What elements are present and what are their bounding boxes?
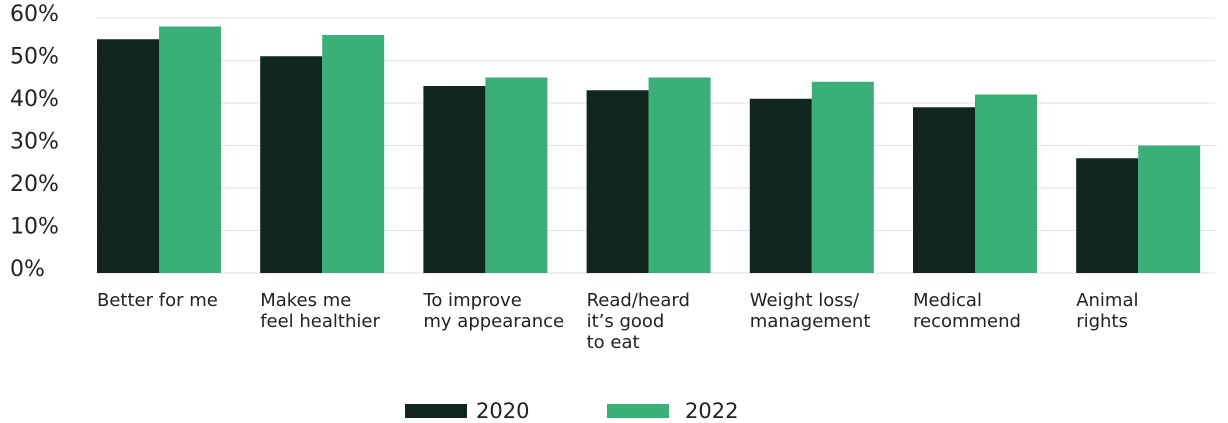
- bar: [485, 77, 548, 273]
- x-tick-label: Weight loss/management: [750, 290, 871, 332]
- bar: [648, 77, 711, 273]
- bar: [1138, 145, 1201, 273]
- bar: [811, 81, 874, 273]
- bar: [975, 94, 1037, 273]
- y-tick-label: 0%: [10, 257, 45, 282]
- y-tick-label: 50%: [10, 45, 59, 70]
- x-tick-label: Read/heard it’s good to eat: [587, 290, 690, 353]
- legend-label: 2022: [685, 399, 738, 423]
- y-tick-label: 10%: [10, 215, 59, 240]
- bar: [913, 107, 975, 273]
- bar: [159, 26, 221, 273]
- bar: [97, 39, 159, 273]
- legend-swatch: [405, 404, 467, 418]
- y-tick-label: 60%: [10, 2, 59, 27]
- bar: [322, 35, 385, 273]
- bar: [260, 56, 323, 273]
- bar: [1076, 158, 1139, 273]
- x-tick-label: Better for me: [97, 290, 218, 311]
- bar: [749, 98, 812, 273]
- y-tick-label: 30%: [10, 130, 59, 155]
- x-tick-label: To improve my appearance: [422, 290, 564, 332]
- y-tick-label: 40%: [10, 87, 59, 112]
- legend-swatch: [607, 404, 669, 418]
- legend-label: 2020: [476, 399, 529, 423]
- y-tick-label: 20%: [10, 172, 59, 197]
- bar: [586, 90, 649, 273]
- x-tick-label: Animal rights: [1076, 290, 1138, 332]
- x-tick-label: Medical recommend: [913, 290, 1021, 332]
- bar: [423, 86, 486, 273]
- x-tick-label: Makes me feel healthier: [260, 290, 380, 332]
